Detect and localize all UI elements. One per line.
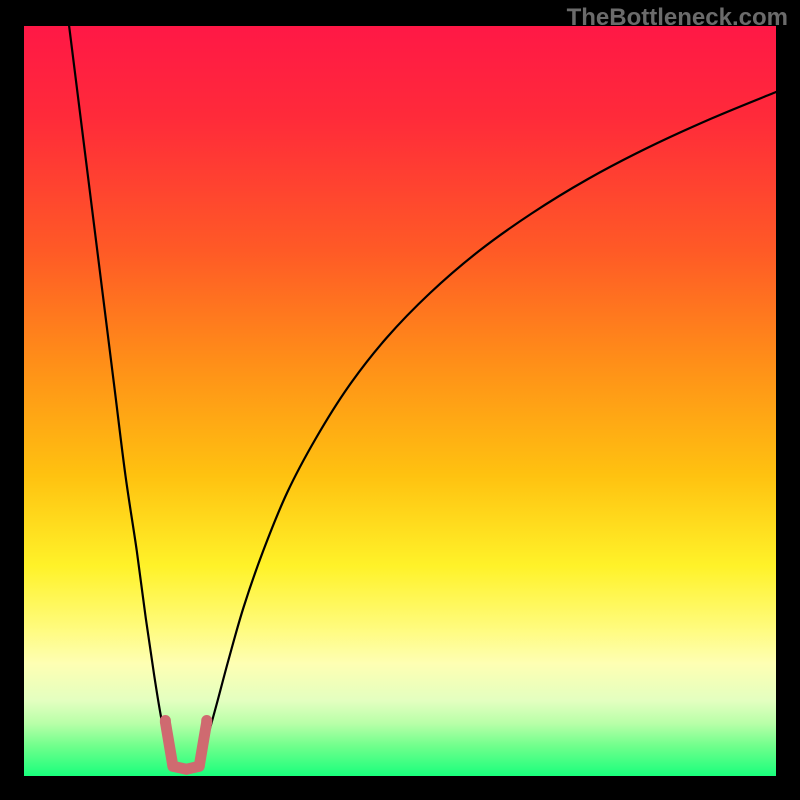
bottleneck-curve-chart <box>0 0 800 800</box>
floor-marker-segment <box>165 722 173 766</box>
floor-marker-dot <box>201 715 212 726</box>
chart-frame: TheBottleneck.com <box>0 0 800 800</box>
floor-marker-dot <box>160 715 171 726</box>
gradient-plot-area <box>24 26 776 776</box>
floor-marker-segment <box>199 722 207 766</box>
watermark-text: TheBottleneck.com <box>567 4 788 32</box>
